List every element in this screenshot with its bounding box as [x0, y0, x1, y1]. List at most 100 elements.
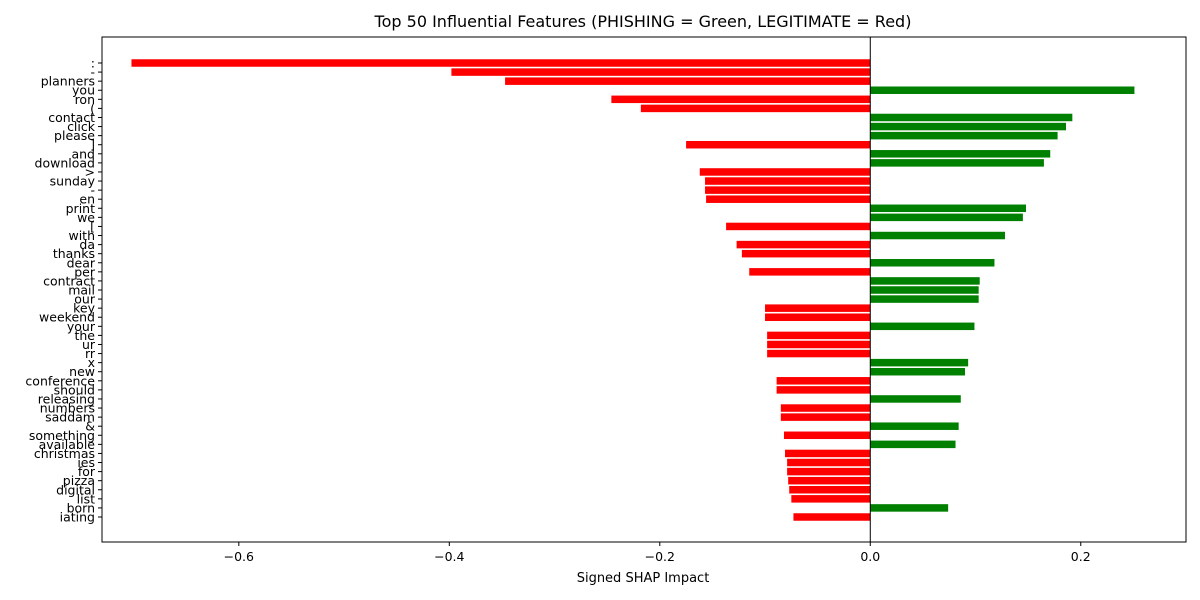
- bar-38: [780, 404, 871, 412]
- bar-11: [870, 159, 1044, 167]
- y-tick-label-43: christmas: [34, 446, 95, 461]
- bar-40: [870, 422, 959, 430]
- x-tick-label-4: 0.2: [1071, 549, 1091, 564]
- y-tick-label-25: mail: [68, 283, 95, 298]
- y-tick-label-11: download: [35, 155, 95, 170]
- y-tick-label-2: planners: [41, 74, 95, 89]
- x-tick-label-0: −0.6: [224, 549, 254, 564]
- bar-17: [870, 213, 1023, 222]
- plot-frame: [101, 36, 1187, 543]
- bar-14: [705, 186, 871, 194]
- bar-7: [870, 122, 1067, 131]
- y-tick-label-28: weekend: [39, 310, 95, 325]
- y-tick-label-15: en: [79, 192, 95, 207]
- bar-1: [451, 68, 871, 76]
- bar-3: [870, 86, 1135, 94]
- y-tick-label-0: :: [91, 56, 95, 71]
- y-tick-label-40: &: [85, 419, 95, 434]
- y-tick-label-34: new: [69, 364, 95, 379]
- bar-36: [776, 386, 871, 394]
- bar-50: [793, 513, 871, 521]
- bar-45: [787, 467, 871, 476]
- bar-10: [870, 150, 1051, 158]
- bar-16: [870, 204, 1027, 213]
- bar-6: [870, 113, 1073, 122]
- y-tick-label-29: your: [67, 319, 96, 334]
- bar-30: [767, 331, 871, 340]
- y-tick-label-44: ies: [77, 455, 95, 470]
- y-tick-label-45: for: [78, 464, 96, 479]
- bar-20: [736, 240, 871, 249]
- y-tick-label-32: rr: [85, 346, 96, 361]
- y-tick-label-36: should: [54, 382, 95, 397]
- y-tick-label-13: sunday: [50, 174, 96, 189]
- bar-24: [870, 277, 980, 285]
- y-tick-label-3: you: [72, 83, 95, 98]
- y-tick-label-17: we: [77, 210, 95, 225]
- plot-frame-rect: [101, 36, 1187, 543]
- y-tick-label-23: per: [74, 264, 96, 279]
- y-tick-label-47: digital: [56, 482, 95, 497]
- y-tick-label-9: ]: [90, 137, 95, 152]
- y-tick-label-24: contract: [43, 273, 95, 288]
- y-tick-label-1: -: [90, 65, 95, 80]
- y-tick-label-12: >: [85, 164, 95, 179]
- bar-39: [780, 413, 871, 421]
- y-tick-label-16: print: [66, 201, 95, 216]
- y-tick-label-26: our: [74, 292, 96, 307]
- x-tick-label-1: −0.4: [434, 549, 464, 564]
- x-tick-label-3: 0.0: [860, 549, 880, 564]
- bar-37: [870, 395, 961, 403]
- bar-23: [749, 268, 871, 276]
- y-tick-label-27: key: [73, 301, 95, 316]
- y-tick-label-37: releasing: [38, 391, 95, 406]
- bar-43: [785, 449, 871, 458]
- bars-layer: [131, 59, 1135, 521]
- y-tick-label-7: click: [67, 119, 96, 134]
- bar-33: [870, 358, 969, 367]
- bar-42: [870, 440, 956, 449]
- bar-25: [870, 286, 979, 294]
- bar-12: [699, 168, 871, 176]
- bar-5: [640, 104, 871, 113]
- bar-34: [870, 367, 965, 376]
- y-tick-label-48: list: [77, 491, 95, 506]
- y-tick-label-49: born: [67, 500, 95, 515]
- y-tick-label-5: (: [90, 101, 95, 116]
- bar-31: [767, 340, 871, 349]
- y-tick-label-30: the: [74, 328, 95, 343]
- y-tick-label-4: ron: [75, 92, 95, 107]
- y-tick-label-18: [: [90, 219, 95, 234]
- bar-19: [870, 231, 1005, 240]
- bar-9: [686, 140, 871, 149]
- y-tick-label-6: contact: [48, 110, 95, 125]
- y-tick-label-33: x: [88, 355, 95, 370]
- y-tick-label-46: pizza: [63, 473, 95, 488]
- bar-49: [870, 504, 949, 512]
- bar-46: [788, 476, 871, 485]
- y-tick-label-50: iating: [60, 510, 95, 525]
- bar-26: [870, 295, 979, 303]
- y-tick-label-8: please: [54, 128, 95, 143]
- y-tick-label-39: saddam: [45, 410, 95, 425]
- y-tick-label-42: available: [39, 437, 96, 452]
- bar-32: [767, 349, 871, 358]
- bar-8: [870, 131, 1058, 140]
- bar-22: [870, 259, 995, 267]
- bar-35: [776, 377, 871, 385]
- bar-2: [505, 77, 871, 85]
- y-tick-label-38: numbers: [40, 401, 95, 416]
- y-tick-label-35: conference: [25, 373, 95, 388]
- y-tick-label-20: da: [79, 237, 95, 252]
- bar-0: [131, 59, 871, 67]
- bar-4: [611, 95, 871, 104]
- y-tick-label-14: -: [90, 183, 95, 198]
- bar-18: [726, 222, 871, 231]
- bar-15: [706, 195, 871, 203]
- y-tick-label-21: thanks: [53, 246, 95, 261]
- x-axis-label: Signed SHAP Impact: [577, 571, 710, 586]
- x-axis-ticks: −0.6 −0.4 −0.2 0.0 0.2: [224, 542, 1091, 564]
- bar-29: [870, 322, 975, 331]
